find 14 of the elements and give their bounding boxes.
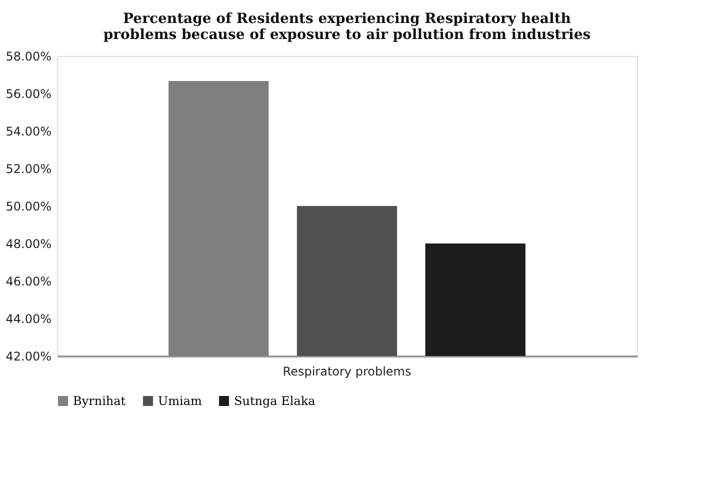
y-tick-label: 48.00%	[6, 237, 52, 251]
legend-label: Byrnihat	[73, 394, 126, 408]
y-tick-label: 56.00%	[6, 87, 52, 101]
y-tick-label: 42.00%	[6, 350, 52, 364]
legend-label: Sutnga Elaka	[234, 394, 316, 408]
y-tick-label: 44.00%	[6, 312, 52, 326]
chart-title: Percentage of Residents experiencing Respiratory health problems because of exposure to air pollution from industries	[103, 11, 591, 43]
y-tick-label: 46.00%	[6, 274, 52, 288]
legend-label: Umiam	[158, 394, 202, 408]
x-tick-label: Respiratory problems	[282, 364, 412, 378]
y-tick-label: 58.00%	[6, 50, 52, 64]
y-tick-label: 50.00%	[6, 200, 52, 214]
y-tick-label: 54.00%	[6, 124, 52, 138]
y-tick-label: 52.00%	[6, 162, 52, 176]
